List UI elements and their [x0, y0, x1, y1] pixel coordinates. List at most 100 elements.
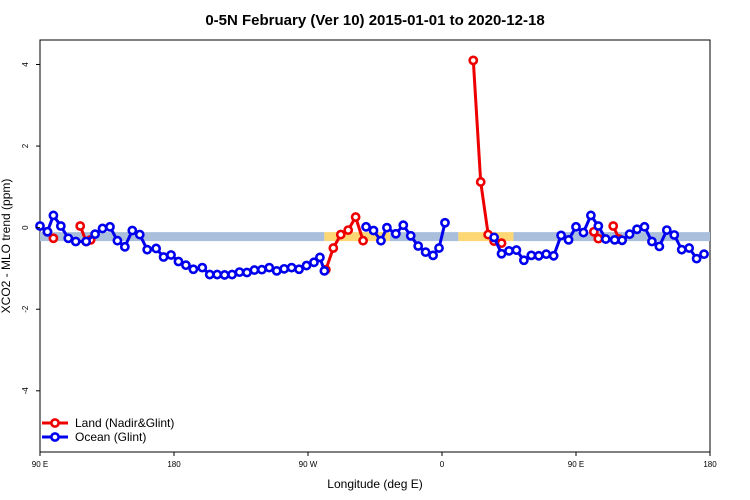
land-nadir-glint-point: [608, 221, 619, 231]
ocean-glint-point: [382, 222, 392, 233]
land-nadir-glint-point: [468, 55, 479, 66]
land-nadir-glint-point: [358, 235, 368, 246]
ocean-glint-point: [541, 249, 552, 260]
ocean-glint-point: [654, 241, 665, 252]
ocean-glint-point: [105, 221, 115, 232]
land-nadir-glint-point: [475, 177, 486, 187]
ocean-glint-point: [294, 264, 304, 275]
ocean-glint-point: [585, 210, 596, 221]
ocean-glint-point: [286, 262, 297, 273]
y-tick-label: -2: [21, 305, 30, 313]
ocean-glint-point: [639, 221, 650, 232]
ocean-glint-point: [197, 262, 208, 273]
ocean-glint-point: [309, 257, 319, 268]
x-tick-label: 180: [703, 460, 717, 469]
ocean-glint-point: [112, 235, 123, 246]
ocean-glint-point: [405, 230, 416, 241]
band-segment: [40, 232, 325, 242]
ocean-glint-point: [684, 243, 695, 253]
ocean-glint-point: [434, 243, 444, 253]
x-axis-label: Longitude (deg E): [327, 477, 422, 491]
y-tick-label: -4: [21, 387, 30, 395]
ocean-glint-point: [571, 221, 581, 232]
x-tick-label: 90 W: [299, 460, 318, 469]
ocean-glint-point: [533, 250, 544, 261]
ocean-glint-point: [578, 227, 589, 238]
ocean-glint-point: [90, 229, 100, 240]
ocean-glint-point: [600, 234, 611, 244]
ocean-glint-point: [271, 265, 282, 276]
ocean-glint-point: [264, 262, 275, 273]
land-nadir-glint-line: [471, 60, 502, 245]
ocean-glint-point: [166, 250, 176, 260]
ocean-glint-point: [563, 234, 574, 245]
legend-ocean-glint-label: Ocean (Glint): [75, 430, 146, 444]
ocean-glint-point: [319, 265, 330, 276]
ocean-glint-point: [699, 249, 709, 260]
ocean-glint-point: [212, 269, 223, 280]
ocean-glint-point: [234, 267, 245, 278]
land-nadir-glint-line: [324, 215, 365, 271]
ocean-glint-point: [504, 245, 514, 256]
ocean-glint-point: [609, 234, 620, 245]
series-layer: [35, 55, 709, 280]
ocean-glint-point: [188, 264, 199, 275]
ocean-glint-point: [489, 232, 500, 243]
legend: Land (Nadir&Glint)Ocean (Glint): [42, 416, 174, 444]
ocean-glint-point: [556, 230, 567, 241]
ocean-glint-point: [617, 235, 628, 246]
x-tick-label: 0: [440, 460, 445, 469]
y-axis-label: XCO2 - MLO trend (ppm): [0, 179, 13, 314]
chart-title: 0-5N February (Ver 10) 2015-01-01 to 202…: [205, 12, 544, 29]
plot-frame: [39, 39, 711, 453]
ocean-glint-point: [413, 241, 424, 251]
x-tick-label: 90 E: [32, 460, 48, 469]
ocean-glint-point: [398, 220, 409, 231]
y-tick-label: 0: [21, 225, 30, 230]
ocean-glint-point: [81, 236, 92, 247]
ocean-glint-point: [42, 226, 53, 237]
ocean-glint-point: [368, 225, 379, 236]
ocean-glint-point: [119, 241, 130, 252]
ocean-glint-point: [376, 235, 386, 246]
ocean-glint-point: [632, 224, 642, 235]
ocean-glint-point: [70, 236, 81, 247]
land-nadir-glint-point: [593, 233, 604, 244]
ocean-glint-point: [624, 229, 635, 240]
legend-ocean-glint-marker: [50, 432, 60, 442]
ocean-glint-point: [63, 233, 74, 244]
ocean-glint-point: [97, 223, 108, 234]
ocean-glint-point: [301, 260, 312, 271]
ocean-glint-point: [420, 247, 431, 258]
ocean-glint-point: [158, 252, 169, 262]
ocean-glint-point: [279, 263, 290, 274]
axes-layer: 90 E 180 90 W 0 90 E 180 4 2 0 -2 -4: [21, 62, 717, 469]
y-tick-label: 4: [21, 62, 30, 67]
ocean-glint-point: [219, 270, 230, 280]
ocean-glint-point: [428, 250, 438, 261]
x-tick-label: 180: [167, 460, 181, 469]
ocean-glint-point: [440, 217, 450, 228]
ocean-glint-point: [647, 236, 657, 247]
land-nadir-glint-point: [328, 243, 339, 253]
ocean-glint-point: [142, 244, 153, 255]
ocean-glint-point: [151, 243, 162, 254]
ocean-glint-point: [361, 221, 371, 232]
ocean-glint-point: [548, 250, 559, 261]
ocean-glint-point: [661, 225, 672, 235]
ocean-glint-point: [511, 245, 522, 255]
ocean-glint-point: [676, 244, 687, 255]
ocean-glint-point: [35, 221, 45, 231]
ocean-glint-point: [134, 229, 145, 240]
band-segment: [324, 232, 390, 242]
ocean-glint-point: [227, 269, 237, 280]
land-nadir-glint-point: [48, 233, 59, 244]
ocean-glint-point: [204, 269, 215, 280]
ocean-glint-point: [518, 255, 529, 266]
ocean-glint-point: [691, 253, 702, 264]
ocean-glint-point: [526, 250, 537, 261]
land-nadir-glint-point: [350, 212, 361, 222]
ocean-glint-point: [669, 230, 680, 240]
ocean-glint-point: [173, 256, 184, 267]
